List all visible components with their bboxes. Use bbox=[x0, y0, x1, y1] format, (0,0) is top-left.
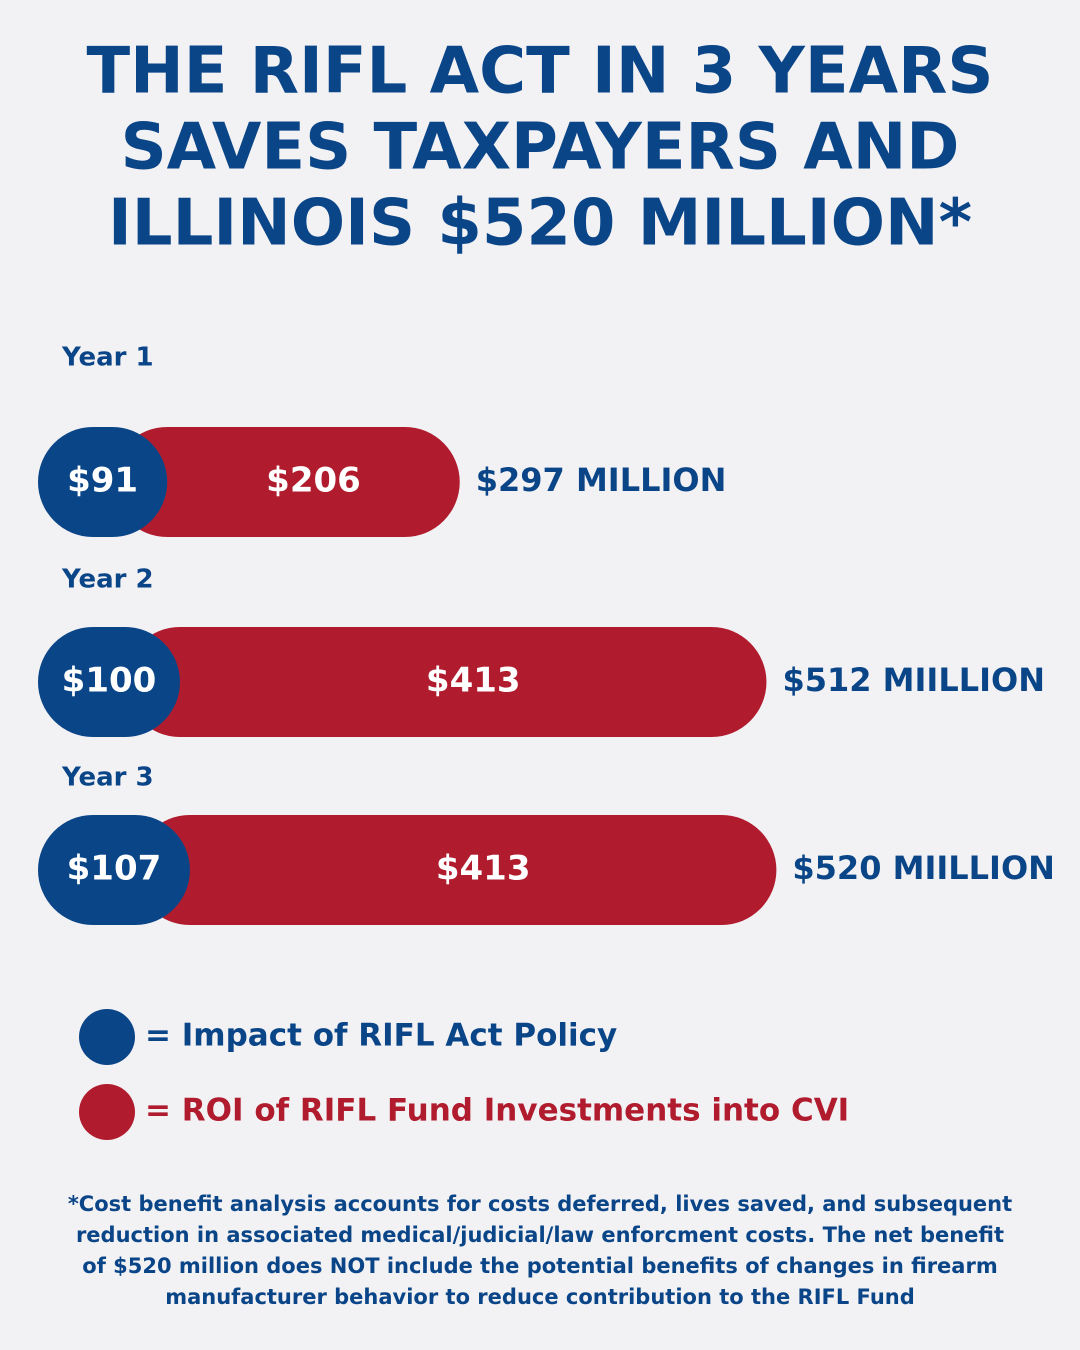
total-label: $512 MIILLION bbox=[782, 661, 1045, 699]
total-label: $297 MILLION bbox=[476, 461, 727, 499]
legend-swatch bbox=[79, 1009, 135, 1065]
value-label: $413 bbox=[436, 849, 531, 889]
bar-segment bbox=[125, 627, 767, 737]
chart-title: ILLINOIS $520 MILLION* bbox=[108, 187, 972, 261]
category-label: Year 2 bbox=[61, 565, 154, 595]
chart-title: THE RIFL ACT IN 3 YEARS bbox=[87, 35, 994, 109]
bar-segment bbox=[38, 815, 190, 925]
category-label: Year 3 bbox=[61, 763, 154, 793]
legend-label: = ROI of RIFL Fund Investments into CVI bbox=[145, 1093, 849, 1129]
bar-segment bbox=[112, 427, 460, 537]
legend-label: = Impact of RIFL Act Policy bbox=[145, 1018, 617, 1054]
chart-title: SAVES TAXPAYERS AND bbox=[121, 111, 960, 185]
category-label: Year 1 bbox=[61, 343, 154, 373]
footnote: manufacturer behavior to reduce contribu… bbox=[165, 1285, 915, 1309]
footnote: of $520 million does NOT include the pot… bbox=[82, 1254, 997, 1278]
value-label: $107 bbox=[67, 849, 162, 889]
value-label: $91 bbox=[67, 461, 138, 501]
bar-segment bbox=[38, 627, 180, 737]
bar-segment bbox=[38, 427, 168, 537]
footnote: *Cost benefit analysis accounts for cost… bbox=[68, 1192, 1012, 1216]
value-label: $206 bbox=[266, 461, 361, 501]
footnote: reduction in associated medical/judicial… bbox=[76, 1223, 1004, 1247]
value-label: $413 bbox=[426, 661, 521, 701]
total-label: $520 MIILLION bbox=[792, 849, 1055, 887]
bar-segment bbox=[134, 815, 777, 925]
value-label: $100 bbox=[62, 661, 157, 701]
legend-swatch bbox=[79, 1084, 135, 1140]
